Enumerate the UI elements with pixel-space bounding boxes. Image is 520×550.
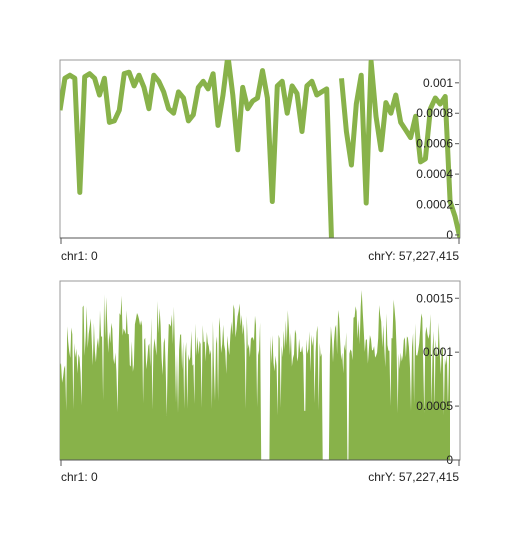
- y-tick-label: 0.0004: [416, 167, 453, 181]
- line-series: [60, 55, 460, 242]
- x-range-end-label: chrY: 57,227,415: [368, 470, 459, 484]
- y-tick-label: 0.0015: [416, 291, 453, 305]
- y-tick-label: 0.001: [423, 345, 453, 359]
- y-tick-label: 0.0006: [416, 137, 453, 151]
- area-series: [60, 290, 450, 460]
- x-range-start-label: chr1: 0: [61, 470, 98, 484]
- y-tick-label: 0: [446, 228, 453, 242]
- y-tick-label: 0.001: [423, 76, 453, 90]
- y-tick-label: 0.0005: [416, 399, 453, 413]
- x-range-start-label: chr1: 0: [61, 249, 98, 263]
- y-tick-label: 0.0002: [416, 198, 453, 212]
- x-range-end-label: chrY: 57,227,415: [368, 249, 459, 263]
- line-track-panel: 0 0.0002 0.0004 0.0006 0.0008 0.001 chr1: 0 c…: [60, 55, 460, 263]
- y-tick-label: 0.0008: [416, 106, 453, 120]
